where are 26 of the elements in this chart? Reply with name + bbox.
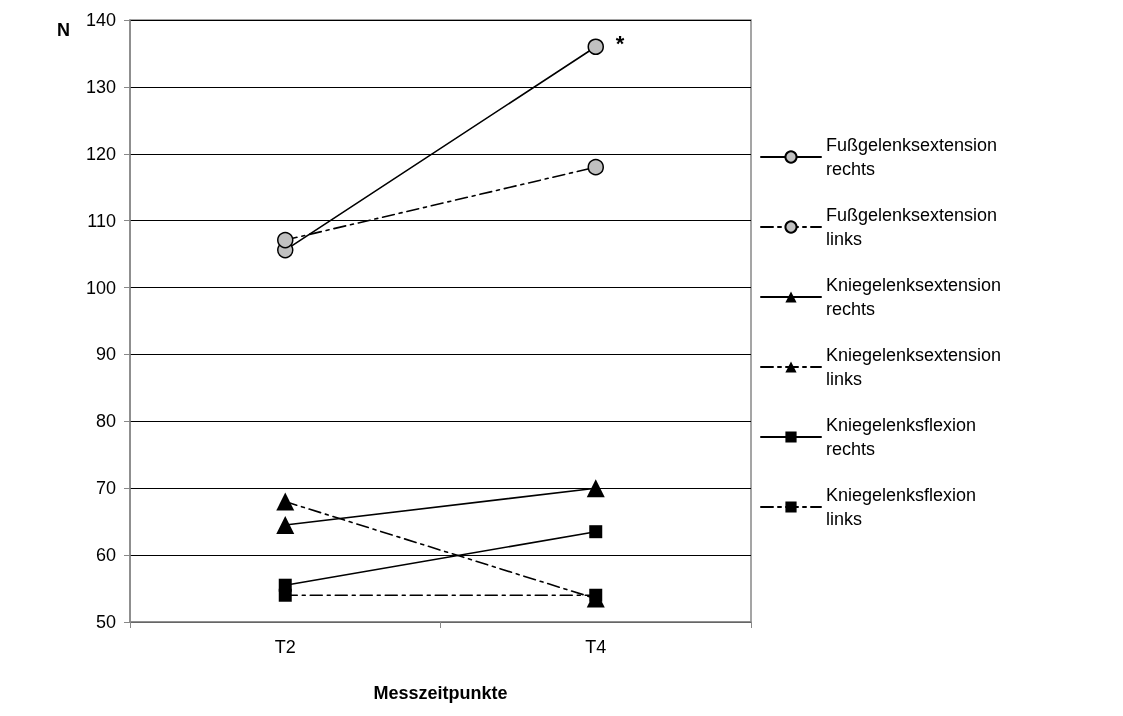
y-axis-title: N [57, 20, 70, 40]
annotation: * [615, 31, 625, 57]
x-tick-label: T2 [274, 637, 296, 657]
y-tick-label: 140 [85, 10, 116, 30]
point [278, 588, 292, 602]
point [589, 525, 603, 539]
y-tick-label: 70 [95, 478, 116, 499]
legend-label: Fußgelenksextension links [826, 205, 998, 249]
y-tick-label: 100 [85, 277, 116, 298]
y-tick-label: 130 [85, 76, 116, 97]
y-tick-label: 80 [95, 411, 116, 432]
point [587, 38, 604, 55]
legend-label: Kniegelenksextension rechts [826, 275, 1002, 319]
y-tick-label: 50 [95, 612, 116, 632]
x-axis-title: Messzeitpunkte [373, 683, 508, 703]
legend-label: Fußgelenksextension rechts [826, 135, 998, 179]
y-tick-label: 60 [95, 545, 116, 566]
y-tick-label: 110 [87, 210, 116, 231]
legend-label: Kniegelenksextension links [826, 345, 1002, 389]
y-tick-label: 90 [95, 344, 116, 365]
y-tick-label: 120 [85, 143, 116, 164]
x-tick-label: T4 [585, 637, 607, 657]
legend-label: Kniegelenksflexion rechts [826, 415, 977, 459]
legend-label: Kniegelenksflexion links [826, 485, 977, 529]
point [277, 231, 294, 249]
point [587, 158, 604, 176]
